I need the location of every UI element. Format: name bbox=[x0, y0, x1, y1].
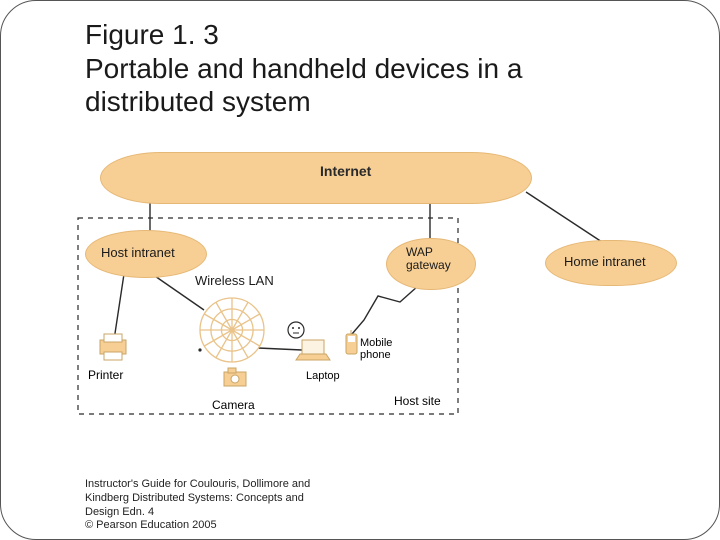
laptop-label: Laptop bbox=[306, 370, 340, 382]
footer-line-3: Design Edn. 4 bbox=[85, 506, 154, 518]
diagram-layer: Internet Host intranet WAP gateway Home … bbox=[0, 0, 720, 540]
host-site-label: Host site bbox=[394, 394, 441, 408]
wap-gateway-label: WAP gateway bbox=[406, 246, 451, 272]
internet-cloud bbox=[100, 152, 532, 204]
home-intranet-label: Home intranet bbox=[564, 254, 646, 269]
mobile-phone-label: Mobile phone bbox=[360, 338, 392, 361]
footer-line-4: © Pearson Education 2005 bbox=[85, 519, 217, 531]
wireless-lan-label: Wireless LAN bbox=[195, 273, 274, 288]
camera-label: Camera bbox=[212, 398, 255, 412]
footer-line-2: Kindberg Distributed Systems: Concepts a… bbox=[85, 492, 304, 504]
printer-label: Printer bbox=[88, 368, 123, 382]
host-intranet-label: Host intranet bbox=[101, 245, 175, 260]
footer-line-1: Instructor's Guide for Coulouris, Dollim… bbox=[85, 478, 310, 490]
footer-credits: Instructor's Guide for Coulouris, Dollim… bbox=[85, 478, 405, 533]
internet-label: Internet bbox=[320, 163, 371, 179]
